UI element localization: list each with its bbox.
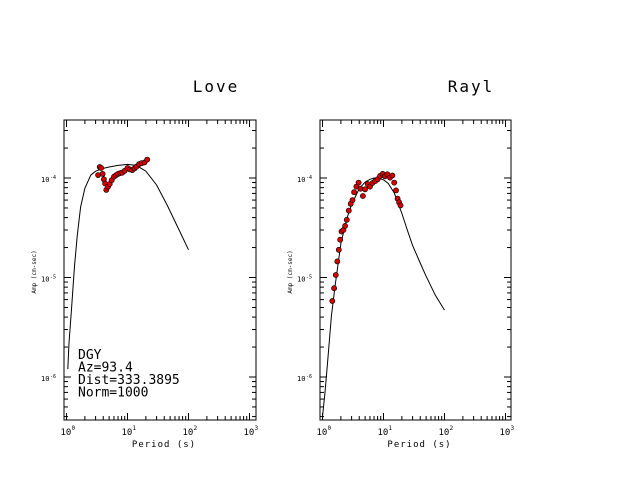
- observed-point: [359, 193, 366, 199]
- y-tick-label-exponent: -6: [306, 374, 312, 380]
- observed-point: [345, 207, 352, 214]
- observed-point: [144, 156, 151, 163]
- x-tick-label: 10: [378, 428, 389, 438]
- observed-point: [343, 216, 350, 223]
- station-annotation-line: Dist=333.3895: [78, 373, 180, 388]
- x-tick-label-exponent: 0: [328, 425, 332, 432]
- station-annotation-line: DGY: [78, 348, 102, 363]
- x-tick-label: 10: [244, 428, 255, 438]
- x-tick-label: 10: [500, 428, 511, 438]
- observed-point: [98, 165, 105, 171]
- y-tick-label: 10: [41, 375, 49, 383]
- x-tick-label-exponent: 1: [133, 425, 137, 432]
- observed-point: [332, 272, 339, 278]
- observed-point: [389, 172, 396, 179]
- y-axis-label: Amp (cm-sec): [287, 250, 294, 293]
- y-tick-label: 10: [297, 375, 305, 383]
- observed-point: [342, 222, 348, 229]
- observed-point: [99, 170, 106, 177]
- model-curve: [322, 177, 445, 417]
- observed-point: [393, 187, 399, 194]
- x-tick-label-exponent: 3: [255, 425, 259, 432]
- plot-frame: [319, 119, 512, 421]
- observed-point: [362, 186, 368, 193]
- plot-frame: [63, 119, 257, 421]
- x-tick-label: 10: [317, 428, 328, 438]
- y-tick-label: 10: [41, 176, 49, 184]
- observed-point: [331, 285, 337, 292]
- y-tick-label-exponent: -5: [50, 275, 56, 281]
- observed-point: [349, 197, 356, 203]
- station-annotation-line: Norm=1000: [78, 386, 148, 401]
- observed-point: [335, 246, 342, 253]
- station-annotation-line: Az=93.4: [78, 361, 133, 376]
- y-tick-label: 10: [297, 176, 305, 184]
- y-tick-label-exponent: -4: [306, 175, 312, 181]
- panel-title: Love: [193, 77, 240, 96]
- y-tick-label-exponent: -5: [306, 275, 312, 281]
- y-tick-label-exponent: -6: [50, 374, 56, 380]
- y-axis-label: Amp (cm-sec): [31, 250, 38, 293]
- x-tick-label-exponent: 3: [511, 425, 515, 432]
- observed-point: [337, 236, 344, 243]
- y-tick-label: 10: [297, 276, 305, 284]
- observed-point: [397, 202, 404, 209]
- model-curve: [67, 163, 189, 370]
- x-axis-label: Period (s): [132, 440, 196, 450]
- observed-point: [329, 298, 336, 304]
- y-tick-label: 10: [41, 276, 49, 284]
- panel-title: Rayl: [448, 77, 495, 96]
- x-tick-label-exponent: 1: [389, 425, 393, 432]
- x-tick-label: 10: [183, 428, 194, 438]
- x-tick-label-exponent: 0: [72, 425, 76, 432]
- x-tick-label-exponent: 2: [194, 425, 198, 432]
- observed-point: [391, 179, 398, 186]
- x-tick-label: 10: [122, 428, 133, 438]
- observed-point: [334, 258, 341, 265]
- y-tick-label-exponent: -4: [50, 175, 56, 181]
- observed-point: [355, 179, 362, 186]
- x-tick-label-exponent: 2: [450, 425, 454, 432]
- x-tick-label: 10: [61, 428, 72, 438]
- observed-point: [351, 189, 357, 196]
- x-axis-label: Period (s): [387, 440, 451, 450]
- x-tick-label: 10: [439, 428, 450, 438]
